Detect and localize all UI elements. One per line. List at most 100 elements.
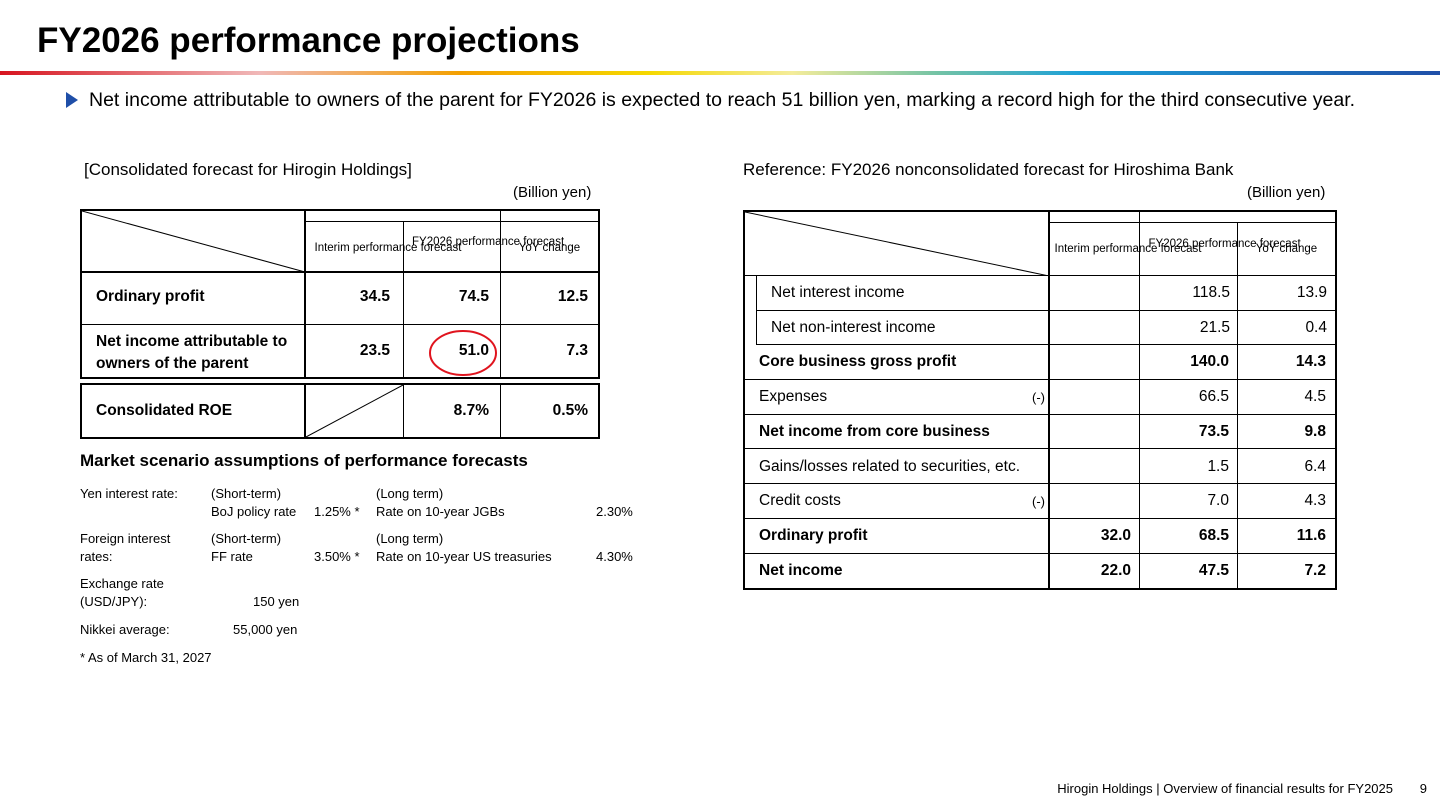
left-col-interim: Interim performance forecast bbox=[314, 241, 462, 254]
row-label: Ordinary profit bbox=[759, 526, 868, 544]
right-col-yoy: YoY change bbox=[1255, 243, 1318, 255]
row-label: Net income attributable to owners of the… bbox=[96, 333, 288, 372]
row-yoy: 4.5 bbox=[1304, 388, 1326, 406]
right-table: Interim performance forecast FY2026 perf… bbox=[743, 210, 1337, 590]
yen-short-item: BoJ policy rate bbox=[211, 504, 297, 519]
table-row: Ordinary profit 34.5 74.5 12.5 bbox=[82, 271, 598, 325]
row-label: Core business gross profit bbox=[759, 353, 957, 371]
table-row: Gains/losses related to securities, etc.… bbox=[745, 450, 1335, 485]
foreign-long-value: 4.30% bbox=[596, 549, 633, 564]
right-table-body: Net interest income 118.5 13.9 Net non-inte… bbox=[745, 276, 1336, 589]
table-row: Core business gross profit 140.0 14.3 bbox=[745, 345, 1335, 381]
highlight-circle bbox=[429, 330, 497, 376]
yen-label: Yen interest rate: bbox=[80, 486, 178, 501]
right-col-fy: FY2026 performance forecast bbox=[1148, 237, 1301, 250]
row-label: Net non-interest income bbox=[771, 318, 936, 336]
left-col-fy: FY2026 performance forecast bbox=[412, 236, 565, 248]
table-row: Net income from core business 73.5 9.8 bbox=[745, 415, 1335, 450]
row-yoy: 4.3 bbox=[1304, 492, 1326, 510]
row-yoy: 9.8 bbox=[1304, 422, 1326, 440]
yen-long-label: (Long term) bbox=[376, 486, 444, 501]
row-fy: 140.0 bbox=[1190, 353, 1229, 371]
row-fy: 73.5 bbox=[1198, 422, 1229, 440]
left-table-body: Ordinary profit 34.5 74.5 12.5 Net incom… bbox=[80, 271, 600, 379]
row-fy: 74.5 bbox=[458, 288, 489, 305]
fx-label-2: (USD/JPY): bbox=[80, 594, 148, 609]
row-fy: 47.5 bbox=[1198, 561, 1229, 579]
minus-marker: (-) bbox=[1032, 390, 1045, 406]
foreign-short-value: 3.50% * bbox=[314, 549, 360, 564]
fx-value: 150 yen bbox=[253, 594, 300, 609]
table-row: Net interest income 118.5 13.9 bbox=[756, 276, 1336, 311]
foreign-short-item: FF rate bbox=[211, 549, 253, 564]
footer-text: Hirogin Holdings | Overview of financial… bbox=[1057, 781, 1393, 796]
row-interim: 22.0 bbox=[1100, 561, 1131, 579]
roe-fy: 8.7% bbox=[453, 402, 489, 419]
row-interim: 32.0 bbox=[1100, 526, 1131, 544]
header-diagonal bbox=[82, 211, 306, 273]
row-fy: 1.5 bbox=[1207, 457, 1229, 475]
left-col-yoy: YoY change bbox=[518, 241, 581, 254]
lead-statement: Net income attributable to owners of the… bbox=[66, 88, 1355, 112]
table-row: Ordinary profit 32.0 68.5 11.6 bbox=[745, 519, 1335, 554]
market-assumptions: Yen interest rate: (Short-term) BoJ poli… bbox=[80, 485, 640, 675]
right-unit: (Billion yen) bbox=[1247, 184, 1326, 201]
right-heading: Reference: FY2026 nonconsolidated foreca… bbox=[743, 160, 1234, 179]
bullet-triangle-icon bbox=[66, 92, 78, 108]
row-interim: 23.5 bbox=[359, 342, 390, 359]
roe-label: Consolidated ROE bbox=[96, 402, 233, 419]
row-yoy: 7.3 bbox=[566, 342, 588, 359]
right-col-interim: Interim performance forecast bbox=[1054, 243, 1202, 255]
row-fy: 66.5 bbox=[1198, 388, 1229, 406]
row-yoy: 13.9 bbox=[1296, 284, 1327, 301]
roe-yoy: 0.5% bbox=[552, 402, 588, 419]
foreign-label-2: rates: bbox=[80, 549, 113, 564]
row-label: Expenses bbox=[759, 388, 828, 406]
table-row: Expenses (-) 66.5 4.5 bbox=[745, 380, 1335, 415]
left-unit: (Billion yen) bbox=[513, 184, 592, 201]
row-fy: 51.0 bbox=[458, 342, 489, 359]
yen-long-item: Rate on 10-year JGBs bbox=[376, 504, 505, 519]
row-label: Ordinary profit bbox=[96, 288, 205, 305]
yen-short-label: (Short-term) bbox=[211, 486, 282, 501]
lead-text: Net income attributable to owners of the… bbox=[89, 88, 1356, 111]
row-label: Gains/losses related to securities, etc. bbox=[759, 457, 1021, 475]
roe-row: Consolidated ROE 8.7% 0.5% bbox=[80, 383, 600, 439]
market-heading: Market scenario assumptions of performan… bbox=[80, 451, 528, 470]
title-divider bbox=[0, 71, 1440, 75]
table-row: Credit costs (-) 7.0 4.3 bbox=[745, 484, 1335, 519]
market-note: * As of March 31, 2027 bbox=[80, 650, 212, 665]
yen-long-value: 2.30% bbox=[596, 504, 633, 519]
yen-short-value: 1.25% * bbox=[314, 504, 360, 519]
row-label: Net interest income bbox=[771, 284, 905, 301]
row-yoy: 14.3 bbox=[1295, 353, 1326, 371]
row-label: Net income from core business bbox=[759, 422, 990, 440]
row-label: Credit costs bbox=[759, 492, 841, 510]
row-yoy: 0.4 bbox=[1305, 318, 1327, 336]
row-yoy: 11.6 bbox=[1296, 526, 1326, 544]
row-fy: 7.0 bbox=[1207, 492, 1229, 510]
foreign-long-label: (Long term) bbox=[376, 531, 444, 546]
row-yoy: 6.4 bbox=[1304, 457, 1326, 475]
page-title: FY2026 performance projections bbox=[37, 21, 580, 60]
row-yoy: 12.5 bbox=[557, 288, 588, 305]
table-row: Net income attributable to owners of the… bbox=[82, 325, 598, 377]
row-fy: 21.5 bbox=[1199, 318, 1230, 336]
nikkei-label: Nikkei average: bbox=[80, 622, 170, 637]
left-header: Interim performance forecast FY2026 perf… bbox=[80, 209, 600, 273]
table-row: Net non-interest income 21.5 0.4 bbox=[756, 310, 1336, 346]
right-header-diagonal bbox=[745, 212, 1049, 276]
fx-label: Exchange rate bbox=[80, 576, 164, 591]
foreign-label: Foreign interest bbox=[80, 531, 171, 546]
row-fy: 118.5 bbox=[1192, 284, 1230, 301]
table-row: Net income 22.0 47.5 7.2 bbox=[745, 554, 1335, 589]
nikkei-value: 55,000 yen bbox=[233, 622, 298, 637]
foreign-long-item: Rate on 10-year US treasuries bbox=[376, 549, 552, 564]
row-label: Net income bbox=[759, 561, 843, 579]
row-interim: 34.5 bbox=[359, 288, 390, 305]
foreign-short-label: (Short-term) bbox=[211, 531, 282, 546]
row-yoy: 7.2 bbox=[1304, 561, 1326, 579]
roe-diagonal bbox=[306, 385, 404, 437]
left-heading: [Consolidated forecast for Hirogin Holdi… bbox=[84, 160, 412, 179]
minus-marker: (-) bbox=[1032, 494, 1045, 510]
